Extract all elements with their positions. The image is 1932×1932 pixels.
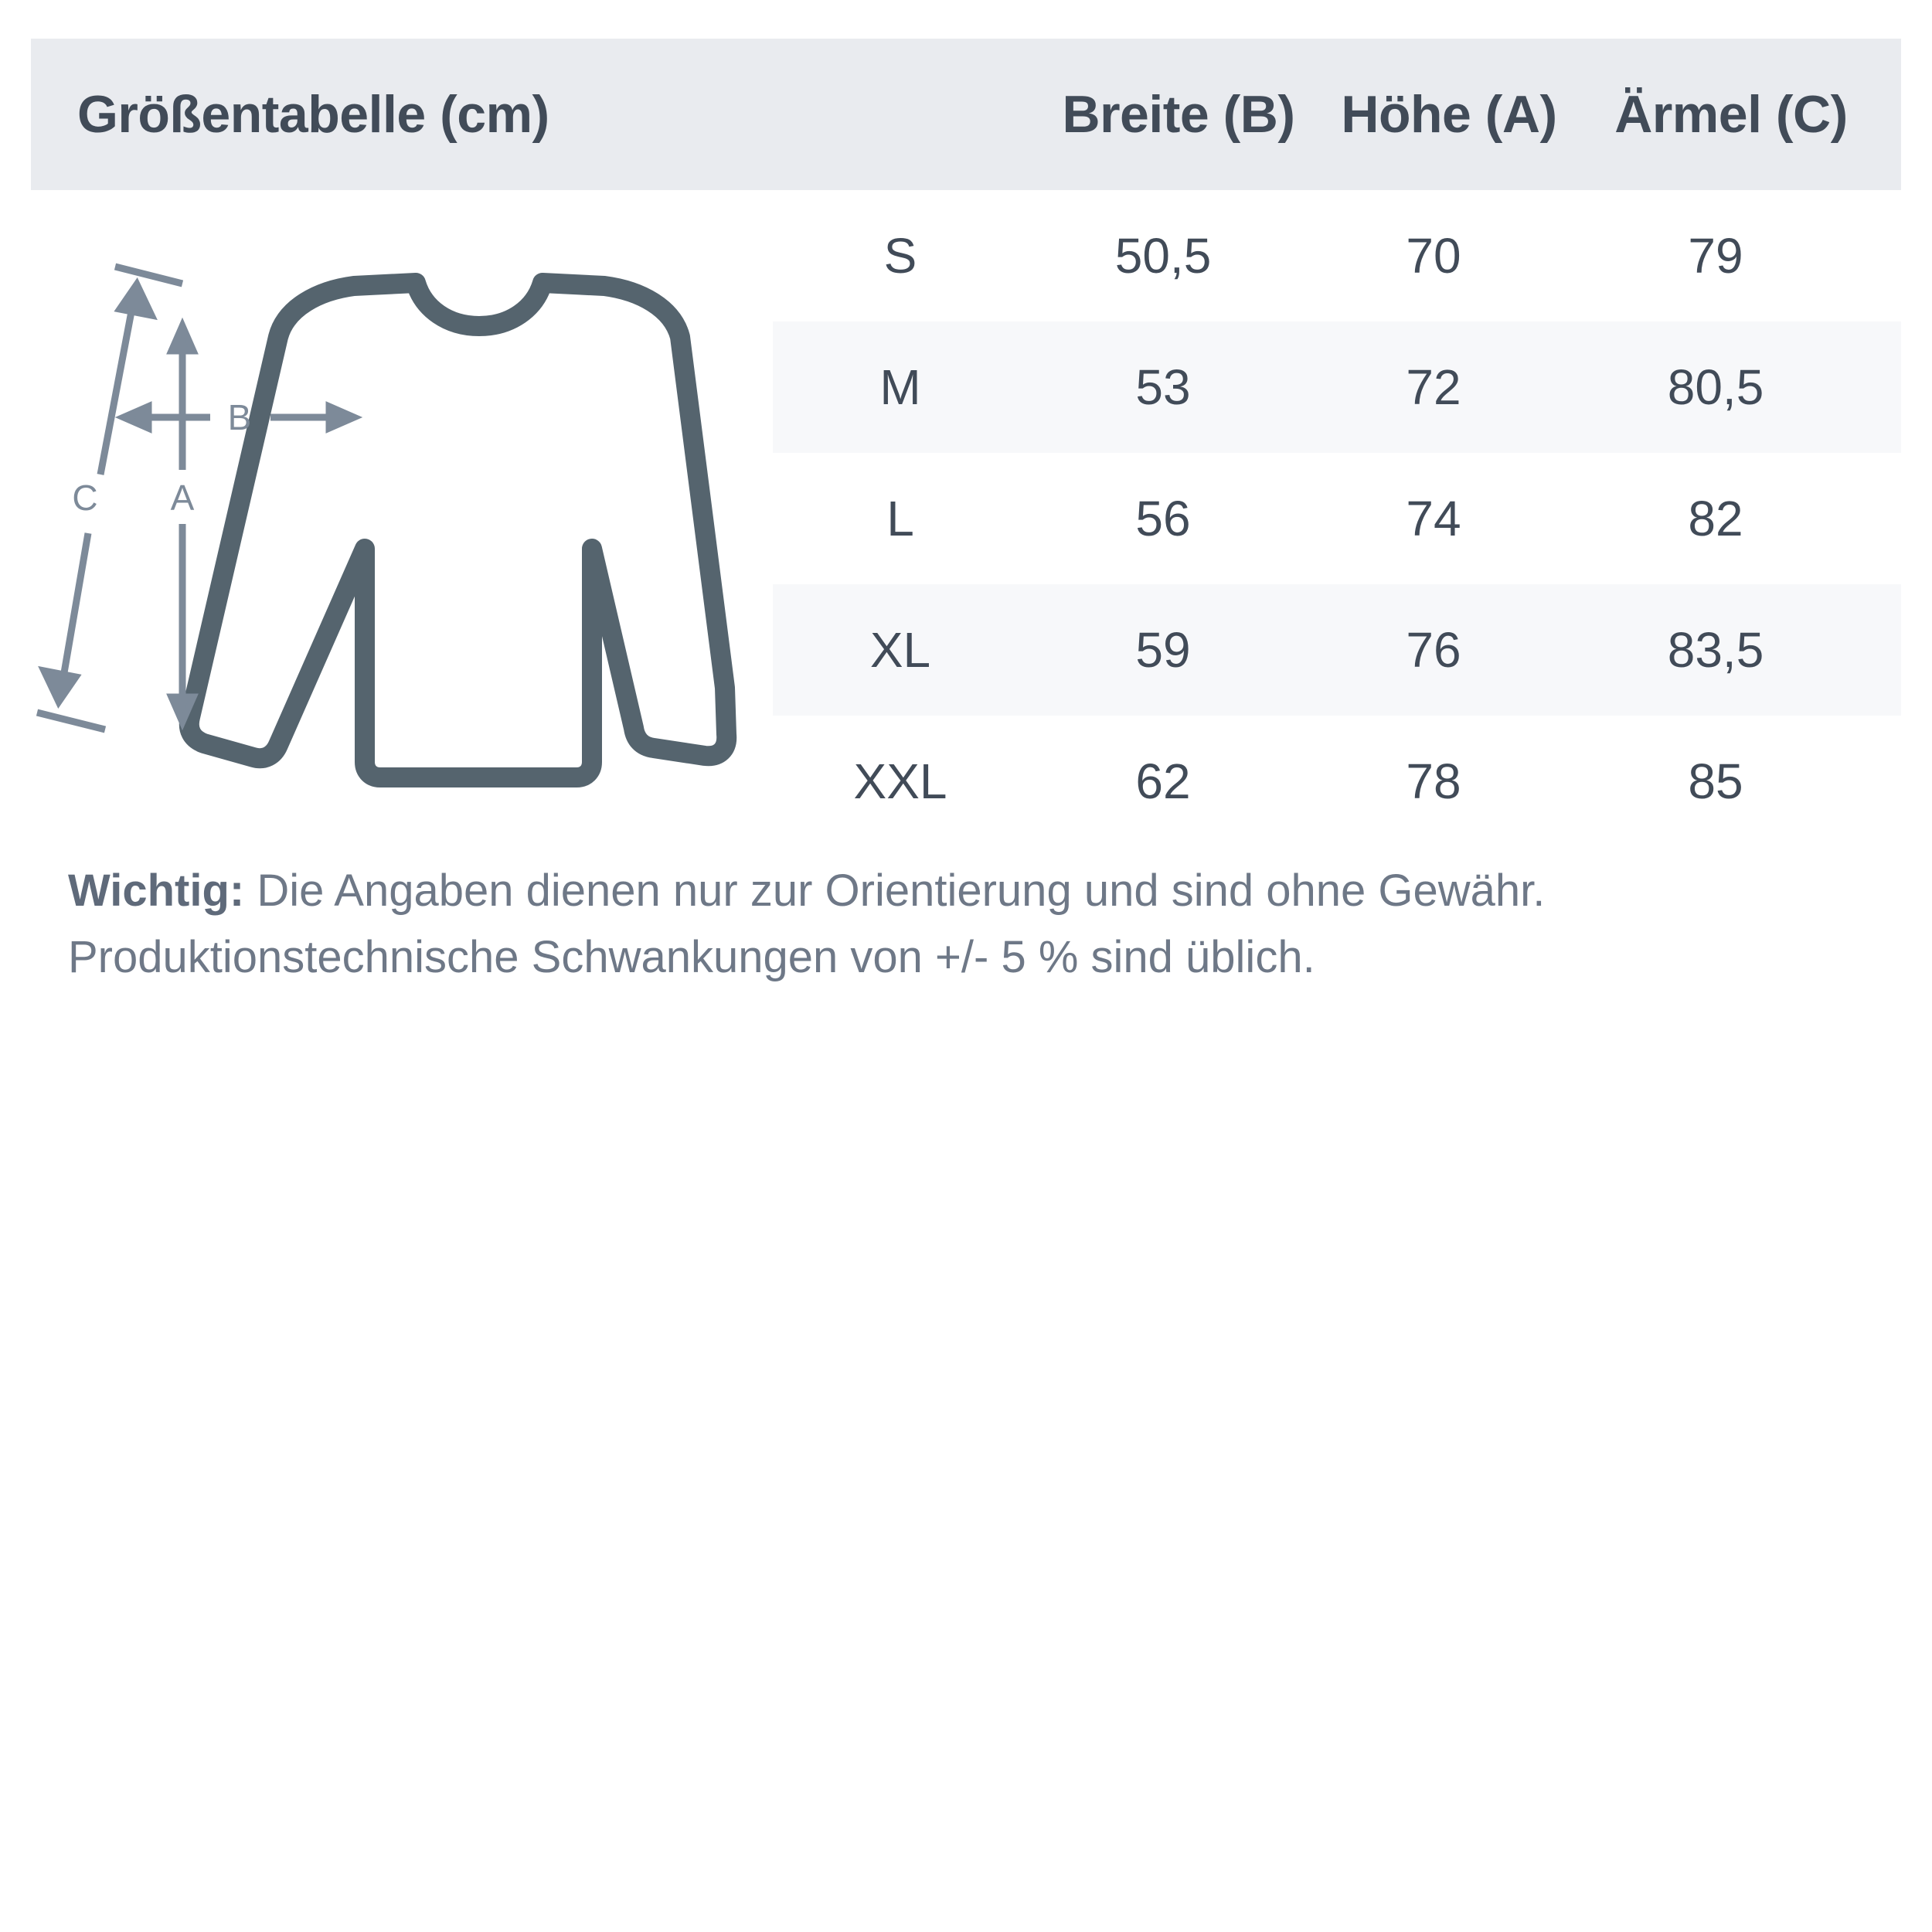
column-header-group: Breite (B) Höhe (A) Ärmel (C) [1043,84,1878,145]
cell-size: S [883,228,917,284]
page-title: Größentabelle (cm) [77,85,549,144]
column-header-hoehe: Höhe (A) [1341,85,1557,144]
cell-breite: 59 [1135,622,1191,678]
cell-aermel: 85 [1688,753,1743,809]
size-table-body: S 50,5 70 79 M 53 72 80,5 L 56 74 82 XL … [773,190,1901,847]
cell-size: M [879,359,921,415]
cell-hoehe: 76 [1406,622,1461,678]
cell-hoehe: 72 [1406,359,1461,415]
column-header-aermel: Ärmel (C) [1614,85,1848,144]
cell-size: XXL [853,753,947,809]
cell-breite: 56 [1135,491,1191,546]
sweatshirt-outline [179,273,737,787]
dimension-a-label: A [171,478,195,518]
cell-hoehe: 74 [1406,491,1461,546]
column-header-breite: Breite (B) [1062,85,1295,144]
table-row: S 50,5 70 79 [773,190,1901,321]
table-row: XL 59 76 83,5 [773,584,1901,716]
disclaimer-note: Wichtig: Die Angaben dienen nur zur Orie… [68,858,1907,991]
dimension-b-arrow [114,401,363,434]
table-header-band: Größentabelle (cm) Breite (B) Höhe (A) Ä… [31,39,1901,190]
cell-size: XL [869,622,931,678]
cell-hoehe: 70 [1406,228,1461,284]
cell-hoehe: 78 [1406,753,1461,809]
cell-breite: 62 [1135,753,1191,809]
garment-illustration: B A C [31,255,773,811]
table-row: L 56 74 82 [773,453,1901,584]
disclaimer-line-1: Die Angaben dienen nur zur Orientierung … [244,866,1546,916]
cell-aermel: 79 [1688,228,1743,284]
dimension-c-label: C [72,478,97,518]
disclaimer-label: Wichtig: [68,866,245,916]
cell-breite: 53 [1135,359,1191,415]
dimension-b-label: B [228,397,252,437]
cell-aermel: 80,5 [1667,359,1764,415]
cell-size: L [886,491,914,546]
table-row: XXL 62 78 85 [773,716,1901,847]
disclaimer-line-2: Produktionstechnische Schwankungen von +… [68,932,1315,982]
cell-aermel: 83,5 [1667,622,1764,678]
dimension-c-arrow [36,263,184,733]
cell-breite: 50,5 [1114,228,1212,284]
cell-aermel: 82 [1688,491,1743,546]
table-row: M 53 72 80,5 [773,321,1901,453]
dimension-a-arrow [166,317,199,731]
